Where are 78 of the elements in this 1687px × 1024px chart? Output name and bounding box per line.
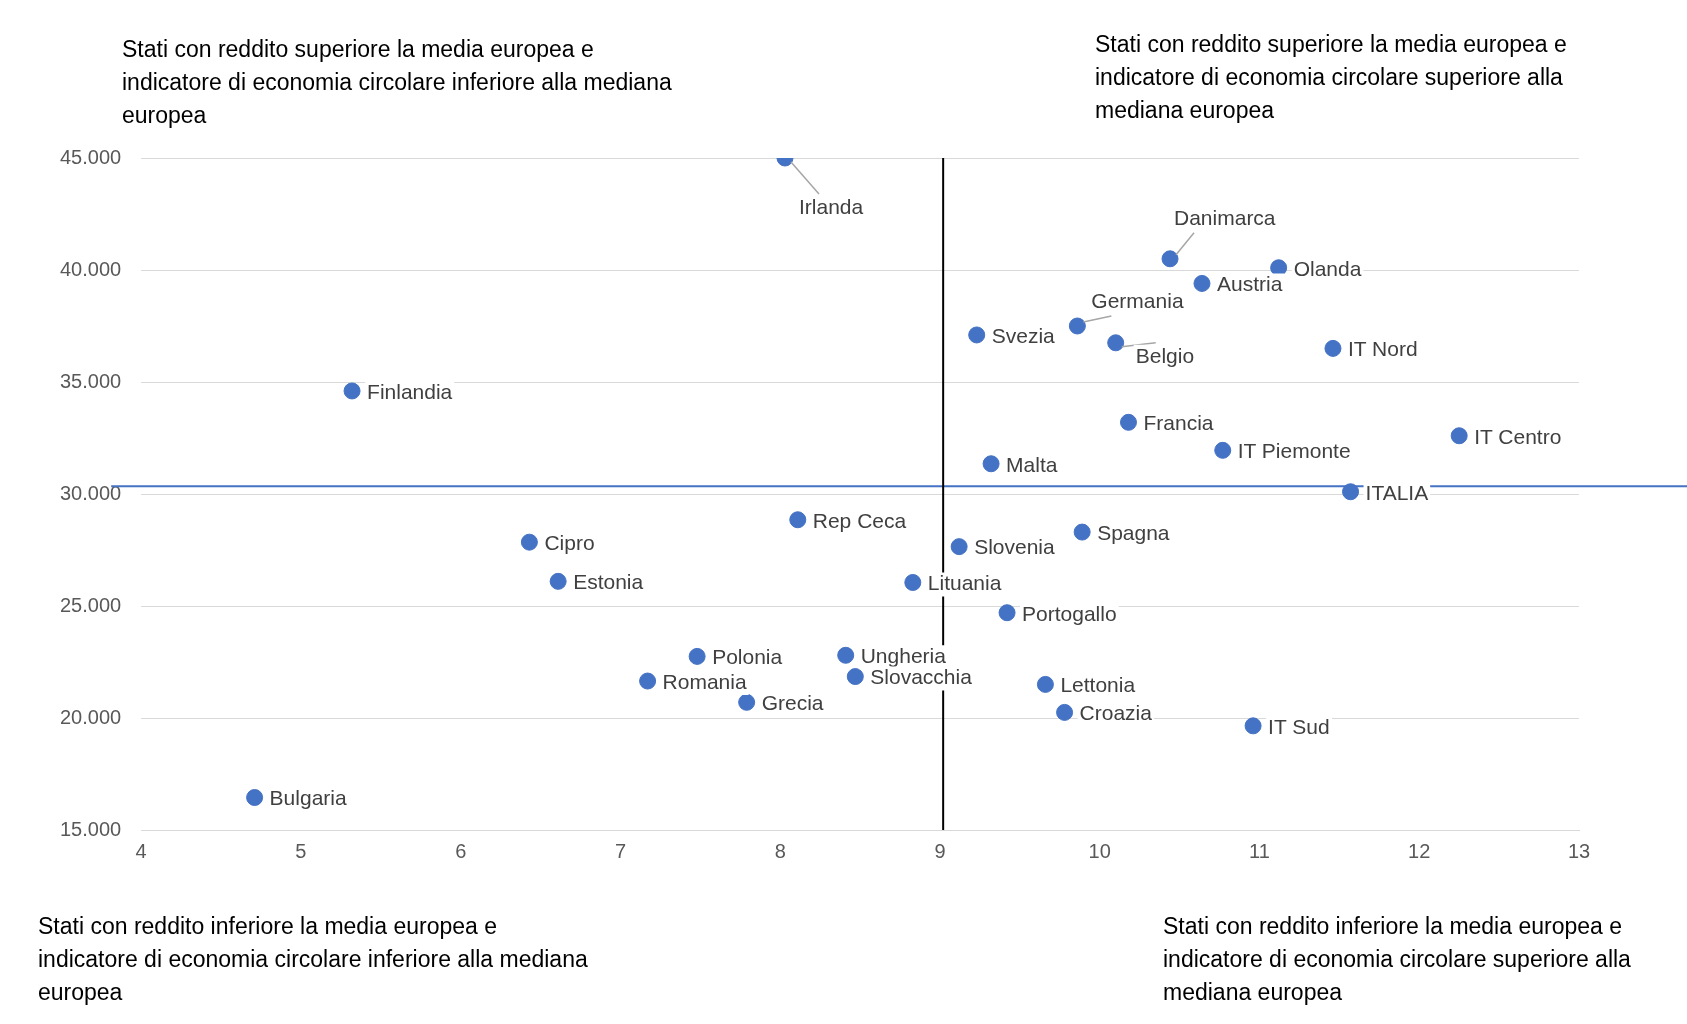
y-tick-label: 25.000 bbox=[60, 593, 122, 616]
y-tick-label: 45.000 bbox=[60, 145, 122, 168]
series-label: Francia bbox=[1143, 411, 1214, 435]
point bbox=[837, 646, 855, 664]
point bbox=[1161, 250, 1179, 268]
series-label: Croazia bbox=[1079, 701, 1153, 725]
series-label: Malta bbox=[1006, 452, 1058, 476]
series-label: Ungheria bbox=[860, 644, 947, 668]
point bbox=[1056, 703, 1074, 721]
text: Stati con reddito inferiore la media europea e indicatore di economia circolare inferiore alla mediana europea bbox=[38, 912, 589, 1007]
y-tick-label: 15.000 bbox=[60, 817, 122, 840]
text: Stati con reddito superiore la media europea e indicatore di economia circolare superiore alla mediana europea bbox=[1095, 30, 1568, 125]
point bbox=[950, 538, 968, 556]
point bbox=[738, 693, 756, 711]
series-label: Lituania bbox=[927, 571, 1002, 595]
series-label: IT Nord bbox=[1347, 337, 1418, 361]
x-tick-label: 13 bbox=[1567, 839, 1591, 862]
point bbox=[1036, 675, 1054, 693]
point bbox=[520, 533, 538, 551]
x-tick-label: 9 bbox=[934, 839, 946, 862]
series-label: IT Centro bbox=[1474, 424, 1562, 448]
point bbox=[1193, 274, 1211, 292]
x-tick-label: 10 bbox=[1088, 839, 1111, 862]
series-label: Austria bbox=[1216, 272, 1283, 296]
point bbox=[549, 572, 567, 590]
series-label: Irlanda bbox=[799, 194, 864, 218]
y-tick-label: 20.000 bbox=[60, 705, 122, 728]
series-label: Lettonia bbox=[1060, 673, 1136, 697]
point bbox=[982, 455, 1000, 473]
series-label: Portogallo bbox=[1022, 601, 1117, 625]
x-tick-label: 7 bbox=[614, 839, 627, 862]
series-label: Danimarca bbox=[1174, 205, 1276, 229]
series-label: Rep Ceca bbox=[812, 508, 907, 532]
series-label: Cipro bbox=[544, 530, 595, 554]
series-label: Svezia bbox=[991, 323, 1056, 347]
series-label: Estonia bbox=[573, 570, 644, 594]
series-label: Belgio bbox=[1135, 343, 1195, 367]
text: Stati con reddito inferiore la media europea e indicatore di economia circolare superiore alla mediana europea bbox=[1163, 912, 1632, 1007]
point bbox=[246, 789, 264, 807]
x-tick-label: 8 bbox=[774, 839, 786, 862]
series-label: Spagna bbox=[1097, 520, 1170, 544]
point bbox=[1244, 717, 1262, 735]
text: Stati con reddito superiore la media europea e indicatore di economia circolare inferiore alla mediana europea bbox=[122, 35, 673, 130]
point bbox=[1068, 317, 1086, 335]
series-label: Grecia bbox=[761, 691, 824, 715]
point bbox=[1324, 339, 1342, 357]
series-label: Finlandia bbox=[367, 379, 453, 403]
series-label: Polonia bbox=[712, 645, 783, 669]
series-label: Germania bbox=[1091, 288, 1184, 312]
series-label: ITALIA bbox=[1365, 480, 1429, 504]
point bbox=[1450, 427, 1468, 445]
point bbox=[998, 604, 1016, 622]
y-tick-label: 30.000 bbox=[60, 481, 122, 504]
x-tick-label: 6 bbox=[455, 839, 467, 862]
series-label: Bulgaria bbox=[269, 786, 347, 810]
point bbox=[1214, 441, 1232, 459]
point bbox=[1119, 413, 1137, 431]
point bbox=[904, 573, 922, 591]
point bbox=[968, 326, 986, 344]
point bbox=[789, 511, 807, 529]
x-tick-label: 12 bbox=[1408, 839, 1431, 862]
point bbox=[639, 672, 657, 690]
x-tick-label: 4 bbox=[135, 839, 147, 862]
series-label: Romania bbox=[662, 669, 747, 693]
series-label: IT Sud bbox=[1268, 714, 1330, 738]
point bbox=[343, 382, 361, 400]
point bbox=[1073, 523, 1091, 541]
y-tick-label: 35.000 bbox=[60, 369, 122, 392]
x-tick-label: 5 bbox=[295, 839, 307, 862]
point bbox=[1107, 334, 1125, 352]
point bbox=[1342, 483, 1360, 501]
series-label: Slovenia bbox=[974, 535, 1056, 559]
x-tick-label: 11 bbox=[1249, 839, 1270, 862]
y-tick-label: 40.000 bbox=[60, 257, 122, 280]
series-label: Olanda bbox=[1293, 256, 1362, 280]
point bbox=[846, 668, 864, 686]
series-label: IT Piemonte bbox=[1237, 439, 1351, 463]
point bbox=[688, 647, 706, 665]
